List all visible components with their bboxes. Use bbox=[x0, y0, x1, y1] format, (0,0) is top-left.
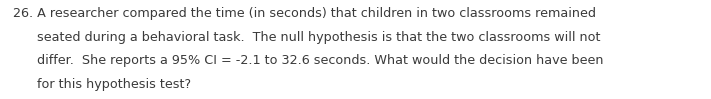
Text: 26. A researcher compared the time (in seconds) that children in two classrooms : 26. A researcher compared the time (in s… bbox=[13, 7, 596, 20]
Text: for this hypothesis test?: for this hypothesis test? bbox=[13, 78, 191, 91]
Text: differ.  She reports a 95% CI = -2.1 to 32.6 seconds. What would the decision ha: differ. She reports a 95% CI = -2.1 to 3… bbox=[13, 54, 604, 67]
Text: seated during a behavioral task.  The null hypothesis is that the two classrooms: seated during a behavioral task. The nul… bbox=[13, 31, 600, 44]
